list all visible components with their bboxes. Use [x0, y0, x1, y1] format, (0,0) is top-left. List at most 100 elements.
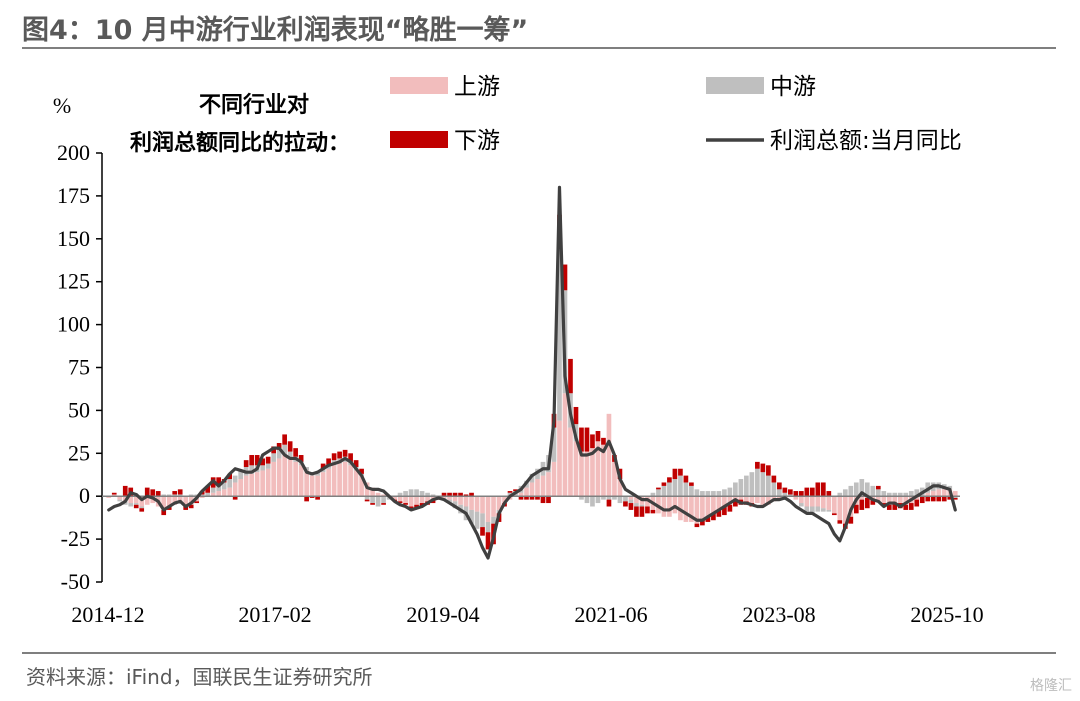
bar-下游-89	[595, 430, 601, 442]
bar-下游-121	[771, 475, 777, 483]
bar-中游-87	[584, 496, 590, 504]
bar-下游-53	[397, 501, 403, 504]
bar-中游-32	[282, 444, 287, 456]
bar-中游-109	[705, 491, 711, 497]
bar-下游-29	[265, 456, 271, 464]
legend-label-中游: 中游	[770, 74, 816, 100]
bar-下游-131	[826, 491, 832, 497]
bar-中游-106	[689, 485, 694, 497]
bar-中游-138	[864, 482, 870, 497]
bar-上游-7	[144, 496, 150, 505]
source-divider	[22, 652, 1056, 654]
bar-上游-129	[815, 496, 821, 507]
bar-上游-84	[568, 427, 573, 497]
bar-中游-56	[414, 489, 419, 497]
bar-中游-144	[897, 492, 903, 497]
bar-下游-75	[518, 496, 524, 500]
bar-下游-126	[799, 491, 804, 497]
bar-上游-6	[139, 496, 145, 507]
bar-下游-154	[952, 497, 958, 500]
bar-中游-117	[749, 472, 755, 497]
bar-中游-48	[370, 496, 375, 504]
legend-swatch-上游	[390, 77, 448, 94]
bar-中游-88	[590, 496, 595, 507]
bar-上游-19	[210, 492, 216, 497]
bar-下游-64	[458, 492, 463, 497]
bar-下游-128	[810, 487, 815, 497]
bar-下游-62	[447, 492, 452, 497]
bar-下游-148	[919, 496, 925, 504]
y-tick-label: 75	[68, 355, 90, 380]
bar-中游-92	[612, 496, 617, 500]
bar-下游-43	[342, 449, 348, 457]
bar-中游-13	[177, 494, 183, 497]
bar-下游-28	[260, 458, 265, 466]
bar-中游-107	[694, 489, 700, 497]
bar-上游-10	[161, 496, 167, 510]
bar-下游-3	[122, 485, 128, 497]
bar-上游-61	[441, 496, 447, 498]
legend-label-下游: 下游	[454, 128, 500, 154]
bar-上游-95	[628, 496, 634, 500]
bar-上游-82	[557, 420, 562, 497]
bar-下游-91	[606, 499, 612, 507]
bar-中游-26	[249, 465, 254, 474]
bar-上游-27	[254, 472, 260, 497]
bar-中游-23	[232, 475, 238, 483]
bar-下游-73	[507, 491, 513, 493]
bar-上游-80	[546, 472, 551, 497]
bar-上游-49	[375, 492, 381, 497]
bar-中游-10	[161, 494, 167, 497]
bar-中游-28	[260, 465, 265, 471]
bar-下游-50	[381, 503, 386, 505]
bar-上游-37	[309, 475, 315, 497]
bar-上游-58	[425, 496, 430, 502]
bar-上游-5	[133, 496, 139, 504]
bar-下游-26	[249, 455, 254, 466]
bar-下游-152	[941, 496, 947, 502]
bar-上游-87	[584, 451, 590, 497]
bar-中游-53	[397, 492, 403, 497]
y-tick-label: -25	[61, 526, 90, 551]
bar-上游-110	[711, 496, 716, 514]
bar-中游-140	[875, 489, 881, 497]
bar-上游-112	[722, 496, 727, 507]
bar-下游-36	[304, 496, 309, 502]
bar-下游-112	[722, 506, 727, 516]
bar-下游-120	[766, 465, 771, 476]
y-tick-label: 0	[79, 483, 90, 508]
title-divider	[22, 47, 1056, 49]
x-tick-label: 2021-06	[574, 602, 647, 627]
bar-上游-134	[842, 496, 848, 524]
bar-上游-102	[667, 496, 672, 517]
bar-下游-76	[524, 496, 529, 500]
bar-上游-68	[480, 496, 485, 514]
bar-中游-16	[194, 494, 200, 497]
bar-上游-31	[276, 458, 282, 497]
bar-下游-5	[133, 504, 139, 509]
bar-上游-20	[216, 491, 222, 497]
bar-上游-116	[744, 496, 749, 502]
bar-中游-136	[853, 482, 859, 497]
bar-下游-99	[650, 509, 656, 514]
bar-下游-149	[925, 496, 931, 502]
bar-中游-124	[788, 494, 793, 497]
bar-中游-81	[551, 427, 557, 462]
bar-下游-48	[370, 503, 375, 505]
bar-上游-56	[414, 496, 419, 505]
bar-中游-12	[172, 494, 178, 497]
bar-上游-0	[106, 496, 112, 498]
bar-上游-71	[496, 496, 502, 510]
bar-下游-139	[870, 499, 876, 505]
bar-下游-34	[293, 448, 298, 457]
bar-上游-128	[810, 496, 815, 507]
bar-上游-118	[755, 496, 760, 504]
bar-下游-13	[177, 489, 183, 495]
bar-下游-138	[864, 497, 870, 509]
figure-title: 图4：10 月中游行业利润表现“略胜一筹”	[22, 15, 529, 46]
x-tick-label: 2019-04	[406, 602, 479, 627]
bar-上游-59	[430, 496, 436, 500]
bar-中游-128	[810, 506, 815, 514]
bar-上游-141	[881, 496, 887, 504]
bar-上游-66	[469, 496, 474, 510]
